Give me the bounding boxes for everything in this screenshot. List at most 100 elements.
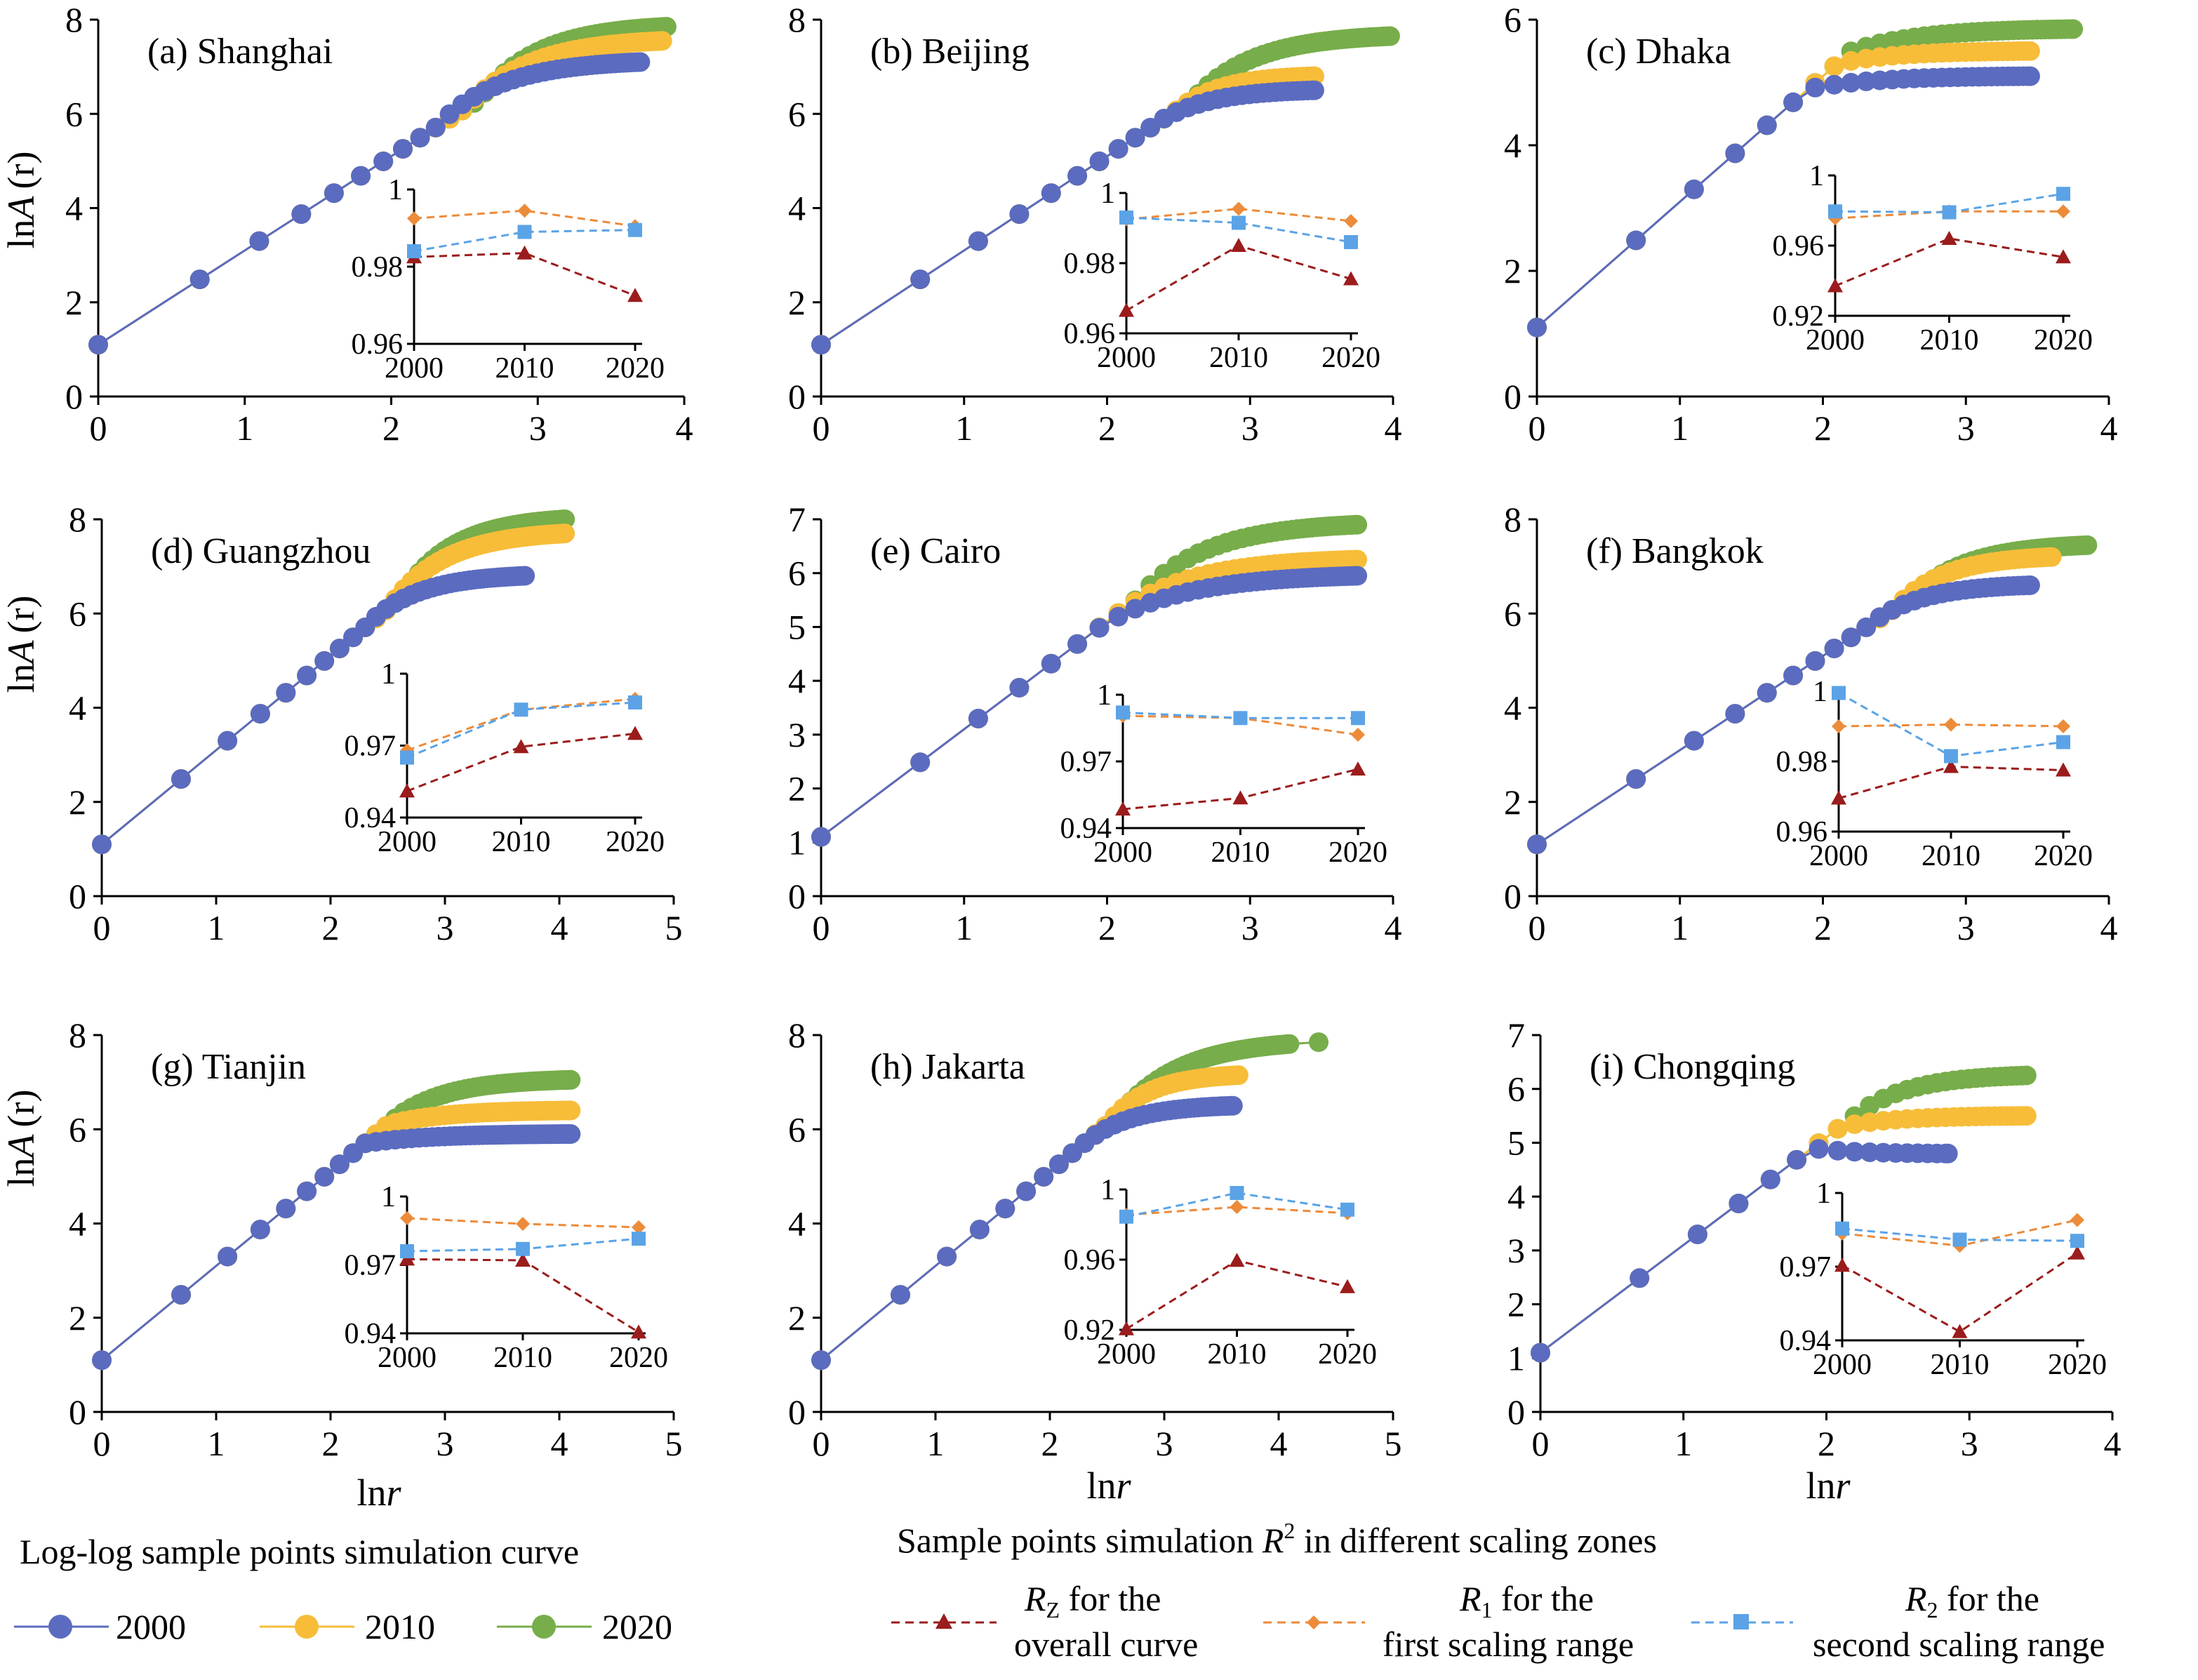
inset-x-tick-label: 2020 <box>2034 324 2093 356</box>
point-2000 <box>1824 74 1844 95</box>
inset-point-r1 <box>400 1211 414 1225</box>
inset-point-r2 <box>628 222 642 237</box>
x-tick-label: 1 <box>927 1424 945 1463</box>
series-2000 <box>92 1124 581 1371</box>
inset-y-tick-label: 1 <box>1100 178 1115 210</box>
x-tick-label: 0 <box>813 908 830 947</box>
point-2020 <box>1279 1034 1300 1054</box>
series-2010 <box>92 524 575 855</box>
inset-point-rz <box>1115 801 1131 816</box>
x-tick-label: 2 <box>1814 408 1832 448</box>
point-2020 <box>1347 514 1368 535</box>
y-tick-label: 2 <box>788 769 806 808</box>
inset-point-rz <box>399 1251 415 1266</box>
y-tick-label: 4 <box>1504 126 1521 165</box>
x-tick-label: 1 <box>208 1424 225 1463</box>
y-tick-label: 0 <box>69 876 86 916</box>
inset-point-r1 <box>516 1217 530 1231</box>
point-2000 <box>1805 651 1825 671</box>
point-2000 <box>1089 618 1110 638</box>
point-2000 <box>1757 683 1777 703</box>
inset-x-tick-label: 2000 <box>1809 840 1868 872</box>
inset-point-r1 <box>407 211 421 226</box>
y-tick-label: 0 <box>65 377 83 416</box>
x-tick-label: 1 <box>208 908 225 947</box>
legend-label-2010: 2010 <box>365 1607 435 1646</box>
y-tick-label: 2 <box>1504 782 1521 822</box>
x-tick-label: 0 <box>93 1424 111 1463</box>
legend-item-rz: RZ for the overall curve <box>891 1579 1198 1664</box>
x-tick-label: 0 <box>1532 1424 1550 1463</box>
x-tick-label: 1 <box>955 908 973 947</box>
point-2000 <box>1304 80 1324 100</box>
panel-title: (d) Guangzhou <box>151 531 371 571</box>
point-2000 <box>1783 92 1804 112</box>
legend-item-2000: 2000 <box>14 1607 186 1646</box>
y-tick-label: 0 <box>69 1392 86 1432</box>
point-2000 <box>92 1350 112 1371</box>
inset-x-tick-label: 2000 <box>378 1342 437 1374</box>
inset-point-r1 <box>1232 201 1246 216</box>
inset-x-tick-label: 2010 <box>493 1342 552 1374</box>
inset-x-tick-label: 2000 <box>1097 1338 1156 1371</box>
legend-marker-2020 <box>532 1615 556 1639</box>
y-tick-label: 4 <box>65 189 83 228</box>
inset-point-r2 <box>1835 1221 1849 1236</box>
y-axis-label-row2: lnA(r) <box>0 596 42 693</box>
point-2020 <box>1309 1032 1328 1053</box>
inset-point-r2 <box>628 695 642 709</box>
series-2000 <box>811 1095 1243 1371</box>
legend-label-2020: 2020 <box>602 1607 672 1646</box>
x-tick-label: 4 <box>2100 408 2118 448</box>
point-2000 <box>171 769 191 789</box>
point-2000 <box>249 231 269 251</box>
x-tick-label: 3 <box>437 908 454 947</box>
inset-x-tick-label: 2000 <box>378 826 437 858</box>
x-tick-label: 5 <box>665 908 683 947</box>
inset-point-rz <box>1343 271 1359 286</box>
inset-x-tick-label: 2010 <box>1208 1338 1267 1371</box>
point-2000 <box>276 1199 296 1219</box>
panel-title: (i) Chongqing <box>1590 1047 1795 1087</box>
inset-point-rz <box>2056 762 2071 777</box>
y-tick-label: 4 <box>1504 688 1521 728</box>
inset-point-rz <box>1831 790 1846 805</box>
point-2000 <box>373 151 394 171</box>
point-2000 <box>1347 566 1368 586</box>
x-tick-label: 3 <box>437 1424 454 1463</box>
panel-a: 0 1 2 3 4 0 2 4 6 8 (a) Shanghai 0.96 0.98 1 2000 2010 2… <box>65 0 693 448</box>
inset-y-tick-label: 0.96 <box>1064 1244 1116 1276</box>
inset-point-r2 <box>1942 205 1957 220</box>
point-2010 <box>1844 1114 1865 1134</box>
inset-background <box>406 660 648 820</box>
inset-y-tick-label: 0.98 <box>352 251 404 284</box>
point-2010 <box>2020 41 2040 61</box>
point-2000 <box>250 704 270 724</box>
point-2000 <box>1223 1095 1243 1116</box>
x-tick-label: 2 <box>1098 908 1116 947</box>
inset-background <box>406 1182 651 1336</box>
inset-point-r2 <box>2056 187 2070 201</box>
legend-label-r2-line2: second scaling range <box>1813 1625 2105 1664</box>
x-tick-label: 4 <box>1385 408 1402 448</box>
point-2000 <box>329 1154 349 1175</box>
inset-y-tick-label: 0.97 <box>1780 1251 1832 1284</box>
point-2000 <box>1856 617 1877 637</box>
y-tick-label: 2 <box>1507 1285 1525 1324</box>
inset-y-tick-label: 0.96 <box>1773 230 1825 262</box>
point-2000 <box>1009 678 1030 698</box>
panel-g: 0 1 2 3 4 5 0 2 4 6 8 (g) Tianjin 0.94 0.97 1 2000 2010 2… <box>69 1015 683 1463</box>
curve-legend-title: Log-log sample points simulation curve <box>20 1532 579 1571</box>
x-tick-label: 3 <box>1241 908 1259 947</box>
point-2000 <box>425 117 446 138</box>
x-tick-label: 3 <box>1957 908 1975 947</box>
inset-point-rz <box>1119 302 1134 317</box>
panel-e: 0 1 2 3 4 0 1 2 3 4 5 6 7 (e) Cairo 0.94 0.97 1 2000 2010 2… <box>788 500 1402 947</box>
svg-text:lnA(r): lnA(r) <box>0 596 42 693</box>
point-2000 <box>910 269 931 290</box>
inset-h: 0.92 0.96 1 2000 2010 2020 <box>1064 1174 1378 1371</box>
inset-point-r2 <box>632 1232 646 1246</box>
point-2000 <box>811 827 831 847</box>
inset-point-r1 <box>1944 717 1958 732</box>
y-tick-label: 6 <box>69 1109 86 1149</box>
